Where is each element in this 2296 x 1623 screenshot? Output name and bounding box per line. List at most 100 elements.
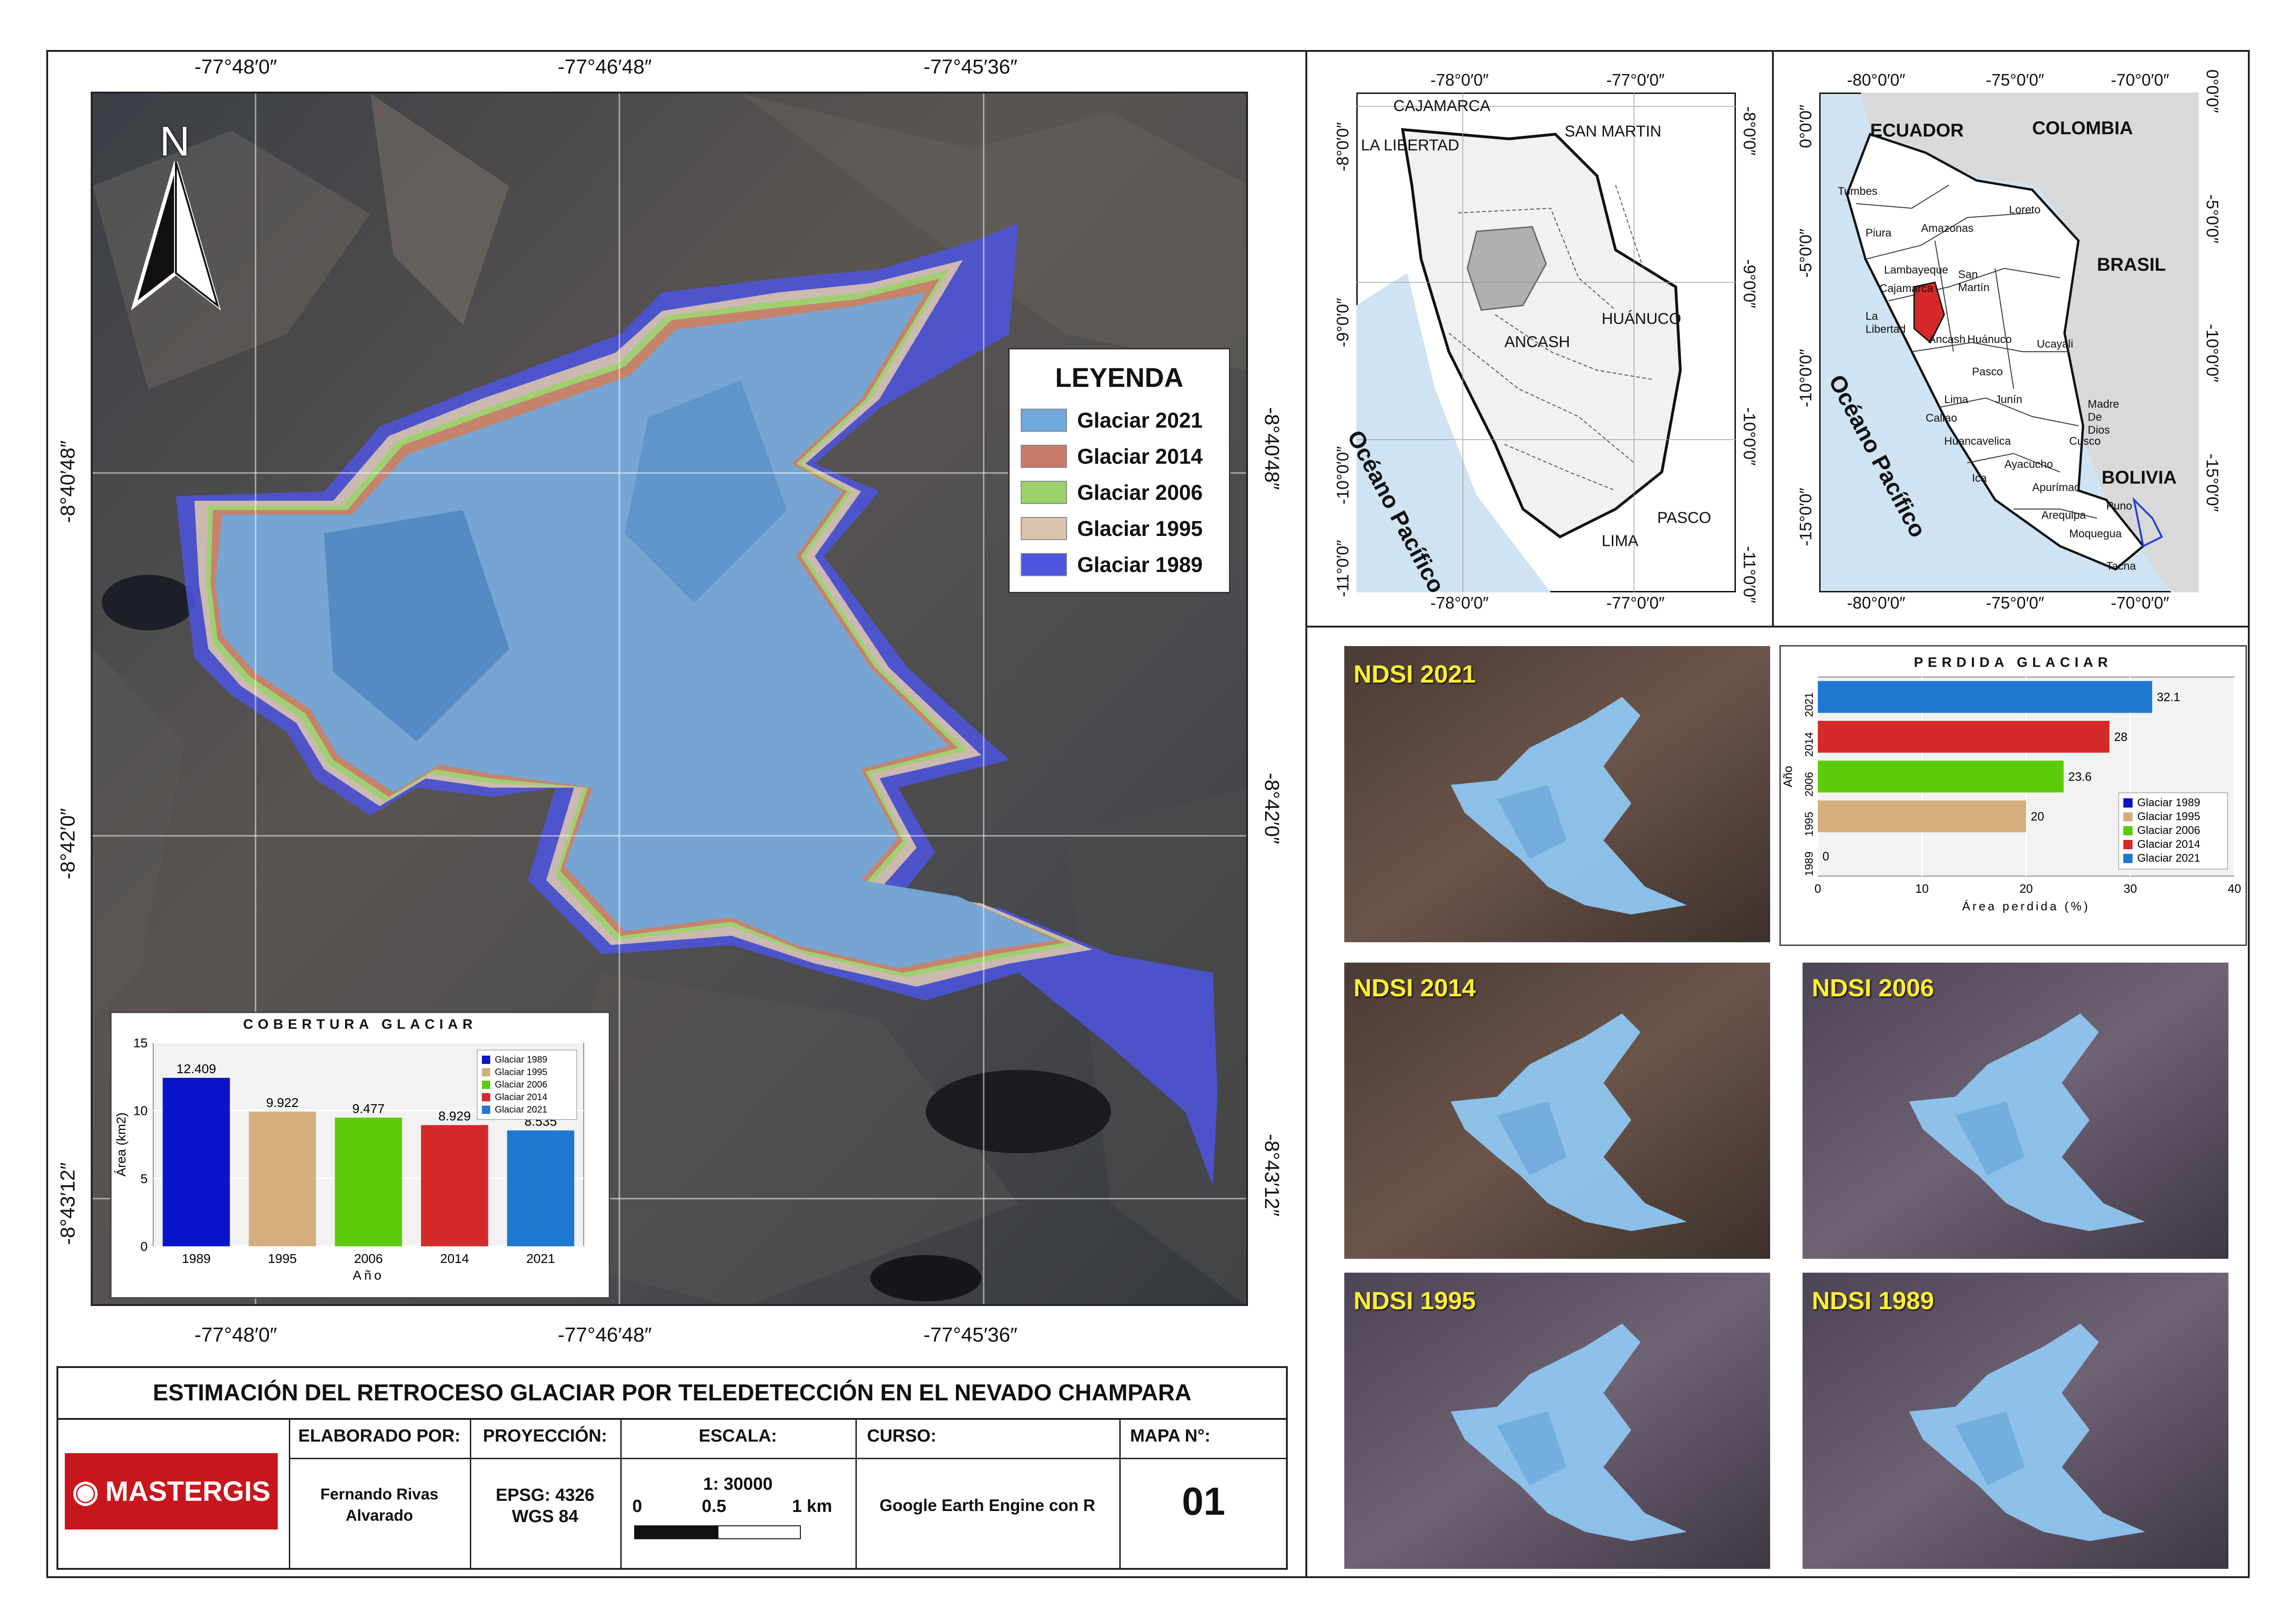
map-number: 01: [1182, 1480, 1225, 1523]
x-tick-label: 2021: [526, 1251, 555, 1266]
legend-title: LEYENDA: [1055, 363, 1184, 393]
label-puno: Puno: [2106, 500, 2133, 512]
ndsi-2021-label: NDSI 2021: [1354, 660, 1476, 688]
peru-top-coord-3: -70°0′0″: [2111, 70, 2169, 89]
cobertura-chart: COBERTURA GLACIAR 0 5 10 15 12.409 1989 9.922 1…: [110, 1012, 610, 1299]
peru-bottom-coord-3: -70°0′0″: [2111, 593, 2169, 612]
ancash-left-coord-3: -10°0′0″: [1333, 446, 1352, 504]
horizontal-divider-right: [1305, 626, 2250, 628]
legend-entry: Glaciar 2021: [2137, 852, 2200, 864]
label-ancash: Ancash: [1928, 333, 1966, 346]
legend-label: Glaciar 2021: [1077, 408, 1203, 432]
label-huanuco: Huánuco: [1967, 333, 2012, 346]
legend-entry: Glaciar 1989: [495, 1055, 547, 1065]
x-tick-label: 2006: [354, 1251, 383, 1266]
ancash-top-coord-1: -78°0′0″: [1430, 70, 1489, 89]
legend-entry: Glaciar 1995: [2137, 810, 2200, 823]
legend-swatch: [1021, 409, 1067, 432]
label-loreto: Loreto: [2009, 204, 2041, 216]
author-line-1: Fernando Rivas: [320, 1486, 439, 1503]
peru-location-map: ECUADOR COLOMBIA BRASIL BOLIVIA Tumbes P…: [1818, 91, 2200, 594]
ancash-right-coord-4: -11°0′0″: [1740, 546, 1759, 603]
legend-swatch: [2123, 812, 2133, 821]
y-tick-label: 15: [133, 1036, 148, 1050]
chart-legend: [2118, 792, 2228, 870]
bar-1995: [249, 1111, 316, 1246]
left-coord-1: -8°40′48″: [56, 440, 79, 523]
x-tick-label: 40: [2228, 882, 2241, 895]
label-ica: Ica: [1972, 472, 1987, 485]
header-elaborado: ELABORADO POR:: [298, 1426, 461, 1446]
y-axis-label: Año: [1781, 766, 1795, 787]
header-separator: [289, 1458, 1288, 1459]
legend-swatch: [1021, 517, 1067, 540]
label-lambayeque: Lambayeque: [1884, 264, 1948, 276]
ancash-right-coord-2: -9°0′0″: [1740, 259, 1759, 308]
x-tick-label: 20: [2020, 882, 2033, 895]
peru-top-coord-2: -75°0′0″: [1986, 70, 2044, 89]
label-moquegua: Moquegua: [2069, 528, 2122, 540]
projection-line-2: WGS 84: [512, 1507, 579, 1526]
y-tick-label: 1995: [1803, 812, 1816, 836]
label-callao: Callao: [1926, 412, 1958, 424]
main-satellite-map: [91, 92, 1248, 1306]
label-amazonas: Amazonas: [1921, 222, 1974, 235]
logo-text: MASTERGIS: [105, 1476, 271, 1507]
label-brasil: BRASIL: [2097, 255, 2166, 275]
bar-value-label: 9.477: [352, 1101, 385, 1116]
label-bolivia: BOLIVIA: [2102, 467, 2177, 488]
ancash-left-coord-4: -11°0′0″: [1333, 540, 1352, 597]
legend-swatch: [482, 1068, 490, 1076]
bottom-coord-3: -77°45′36″: [923, 1324, 1017, 1346]
ancash-location-map: CAJAMARCA LA LIBERTAD SAN MARTIN HUÁNUCO…: [1342, 91, 1737, 597]
peru-top-coord-1: -80°0′0″: [1847, 70, 1905, 89]
legend-swatch: [2123, 840, 2133, 849]
y-tick-label: 10: [133, 1104, 148, 1118]
ancash-top-coord-2: -77°0′0″: [1606, 70, 1665, 89]
header-proyeccion: PROYECCIÓN:: [483, 1426, 607, 1446]
north-arrow-icon: N: [116, 118, 236, 324]
label-ayacucho: Ayacucho: [2004, 458, 2053, 471]
legend-swatch: [482, 1093, 490, 1101]
ndsi-2021-panel: NDSI 2021: [1344, 646, 1770, 942]
bar-value-label: 28: [2114, 730, 2128, 744]
mastergis-logo: ◉ MASTERGIS: [65, 1453, 278, 1530]
ndsi-2014-label: NDSI 2014: [1354, 974, 1476, 1002]
legend-entry: Glaciar 1995: [495, 1067, 547, 1077]
legend-entry: Glaciar 1989: [2137, 796, 2200, 809]
label-cusco: Cusco: [2069, 435, 2101, 448]
label-tacna: Tacna: [2106, 560, 2136, 572]
peru-left-coord-3: -10°0′0″: [1796, 349, 1815, 407]
x-axis-label: Año: [353, 1268, 384, 1282]
peru-right-coord-3: -10°0′0″: [2203, 324, 2222, 382]
legend-swatch: [1021, 481, 1067, 504]
bottom-coord-2: -77°46′48″: [558, 1324, 652, 1346]
x-tick-label: 30: [2124, 882, 2137, 895]
bar-2014: [421, 1125, 488, 1246]
label-junin: Junín: [1995, 393, 2022, 406]
peru-left-coord-2: -5°0′0″: [1796, 229, 1815, 278]
divider-maps: [1772, 50, 1774, 627]
header-escala: ESCALA:: [699, 1426, 777, 1446]
label-piura: Piura: [1866, 227, 1892, 239]
bar-value-label: 32.1: [2157, 690, 2180, 704]
label-madre-de-dios: Madre De Dios: [2088, 398, 2120, 436]
y-tick-label: 2014: [1803, 732, 1816, 757]
ancash-left-coord-1: -8°0′0″: [1333, 122, 1352, 171]
legend-swatch: [2123, 854, 2133, 863]
col-sep-5: [1119, 1418, 1121, 1570]
legend-swatch: [2123, 826, 2133, 835]
header-mapa: MAPA N°:: [1130, 1426, 1210, 1446]
peru-right-coord-1: 0°0′0″: [2203, 69, 2222, 113]
ancash-left-coord-2: -9°0′0″: [1333, 298, 1352, 347]
right-coord-3: -8°43′12″: [1260, 1134, 1283, 1217]
label-ucayali: Ucayali: [2037, 338, 2073, 350]
legend-item-1989: Glaciar 1989: [1021, 550, 1203, 579]
legend-label: Glaciar 2006: [1077, 480, 1203, 504]
y-axis-label: Área (km2): [114, 1113, 128, 1176]
label-san-martin: San Martín: [1958, 268, 1990, 294]
author-line-2: Alvarado: [345, 1507, 413, 1524]
title-block: [56, 1366, 1288, 1570]
col-sep-4: [855, 1418, 857, 1570]
scale-text: 1: 30000: [703, 1474, 773, 1494]
